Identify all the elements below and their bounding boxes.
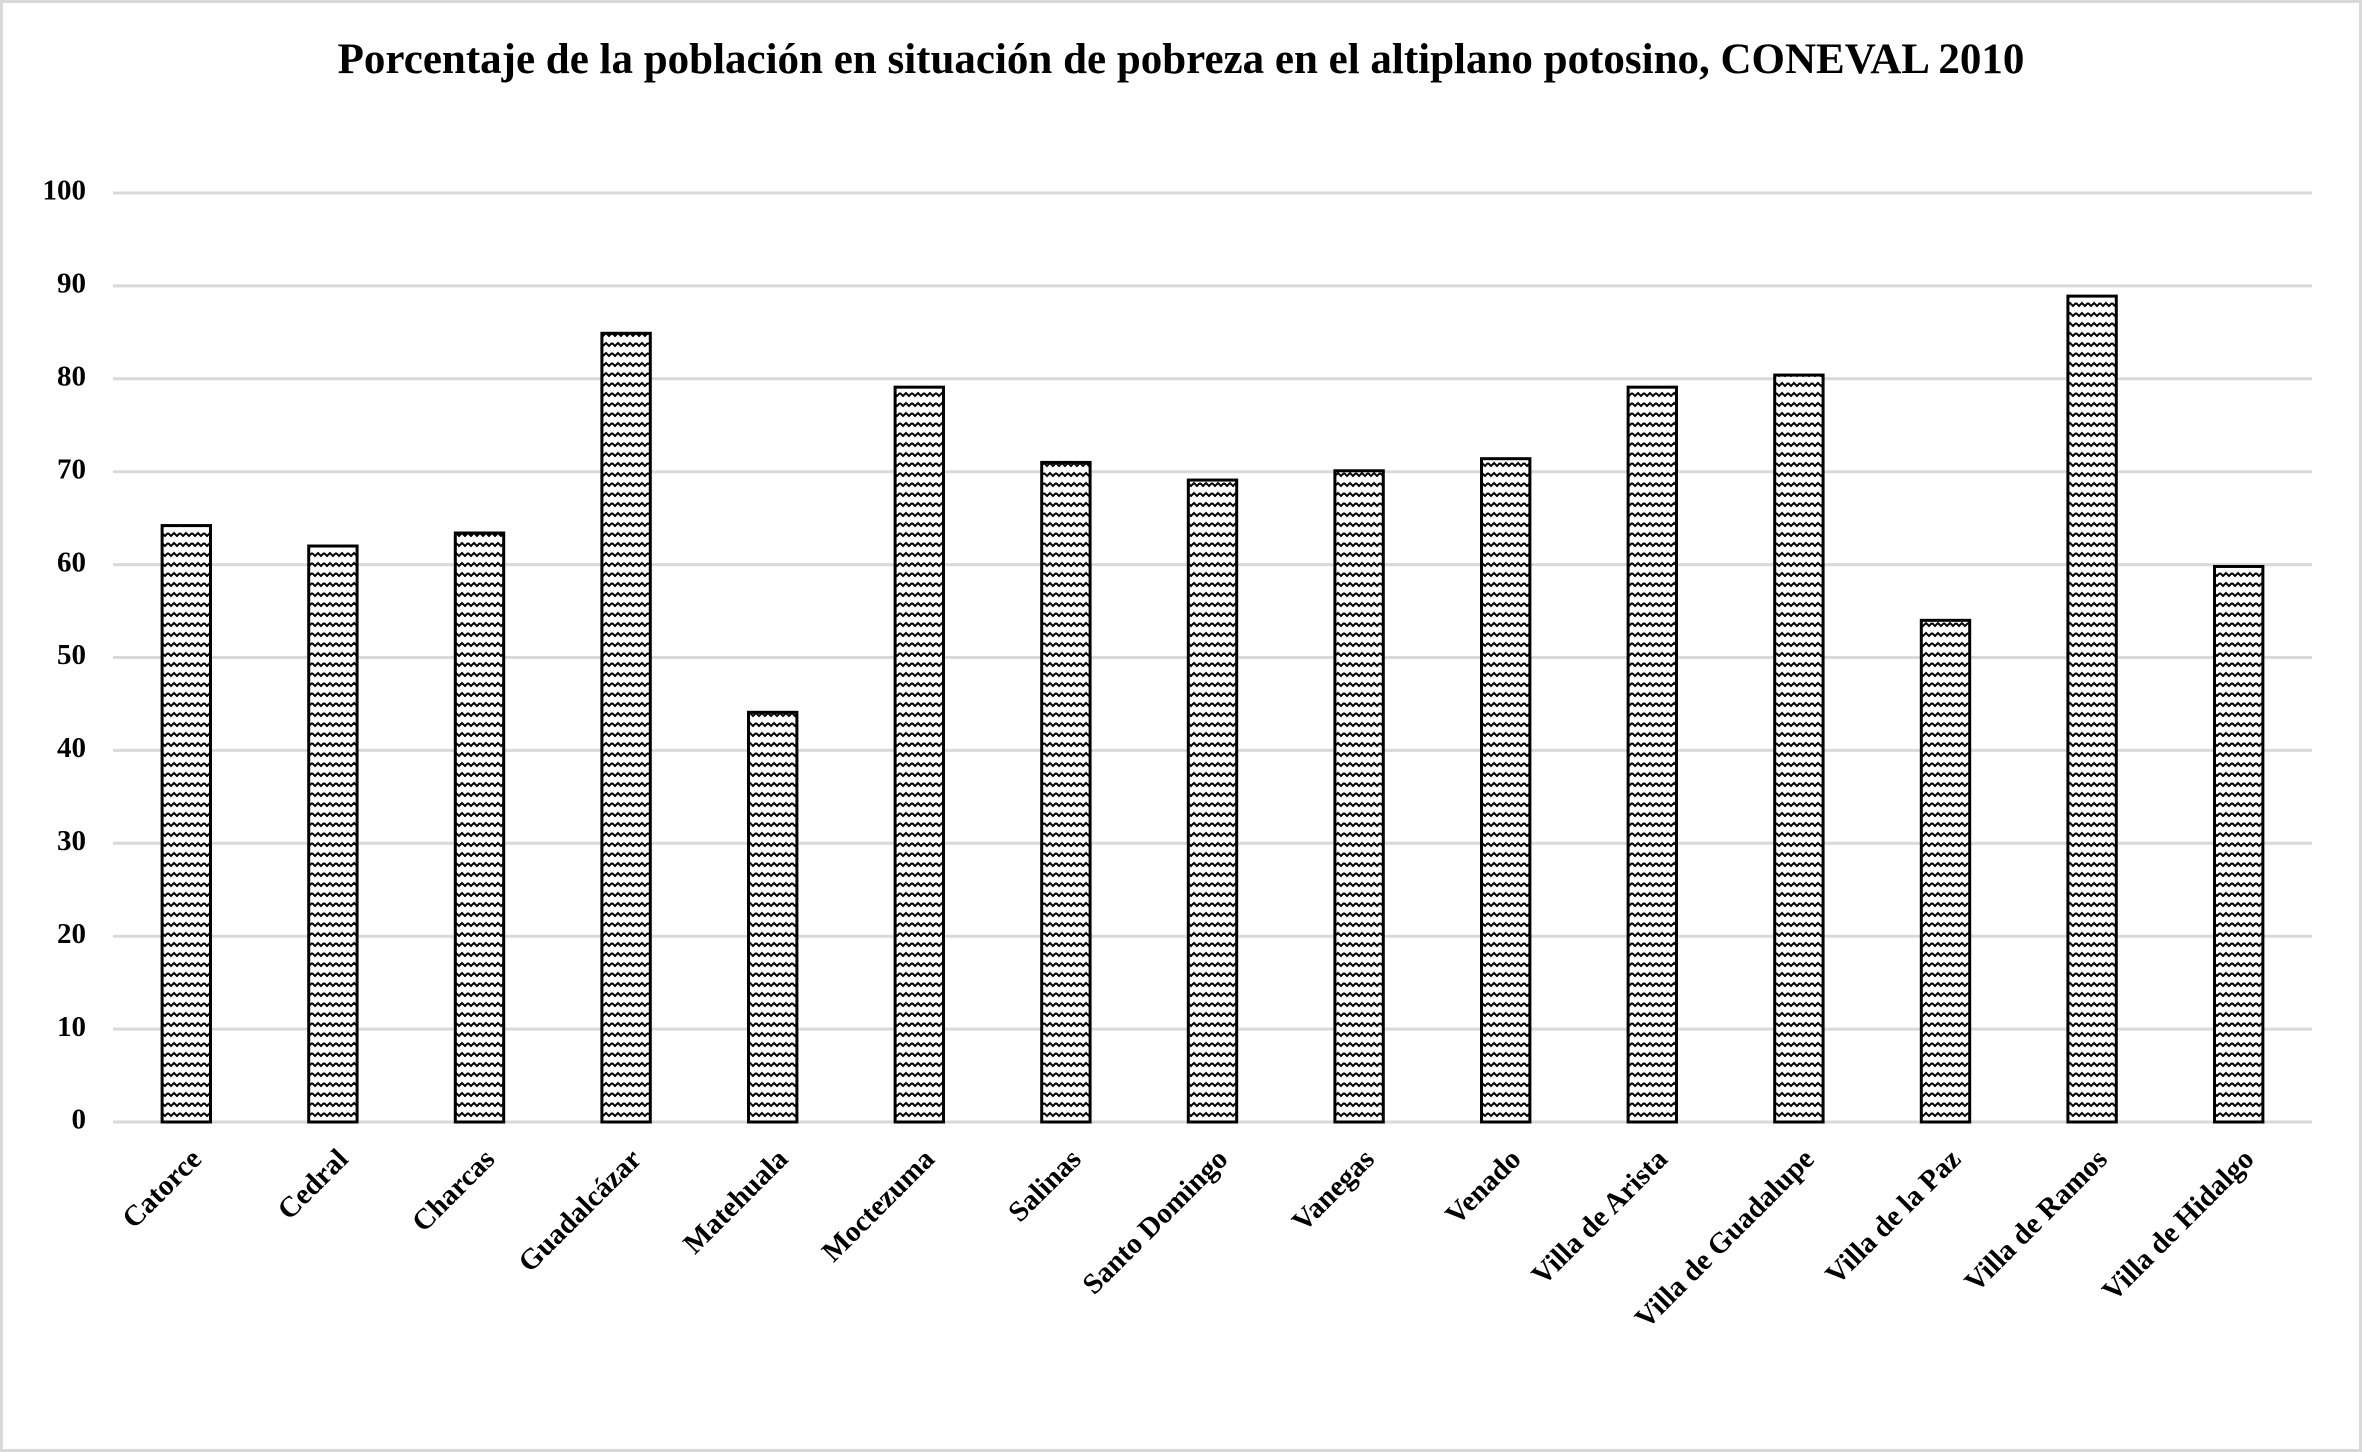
bar (747, 710, 799, 1124)
x-tick-label: Villa de Ramos (1959, 1143, 2114, 1298)
y-tick-label: 20 (57, 918, 86, 950)
bar (600, 331, 652, 1124)
x-tick-label: Santo Domingo (1077, 1143, 1235, 1301)
x-tick-label: Vanegas (1286, 1143, 1381, 1238)
x-tick-label: Villa de Arista (1526, 1143, 1675, 1292)
y-tick-label: 40 (57, 732, 86, 764)
x-tick-label: Catorce (116, 1143, 208, 1235)
bar (307, 544, 359, 1124)
bar (2066, 294, 2118, 1124)
bar (453, 531, 506, 1124)
bar (160, 524, 212, 1124)
bar (1919, 618, 1972, 1124)
bar (1480, 457, 1532, 1124)
bar (1626, 385, 1678, 1124)
x-tick-label: Matehuala (677, 1143, 795, 1261)
x-tick-label: Venado (1439, 1143, 1527, 1231)
x-tick-label: Villa de Hidalgo (2096, 1143, 2260, 1307)
y-tick-label: 90 (57, 268, 86, 300)
y-tick-label: 60 (57, 546, 86, 578)
x-tick-label: Moctezuma (816, 1143, 941, 1268)
bar (893, 385, 945, 1124)
x-tick-label: Charcas (406, 1143, 501, 1238)
x-tick-label: Cedral (272, 1143, 355, 1226)
x-tick-label: Guadalcázar (512, 1143, 647, 1278)
y-tick-label: 0 (72, 1104, 87, 1136)
bar (1040, 460, 1092, 1124)
bar (1333, 469, 1385, 1124)
y-tick-label: 70 (57, 453, 86, 485)
y-tick-label: 80 (57, 360, 86, 392)
y-tick-label: 100 (43, 175, 87, 207)
x-tick-label: Villa de la Paz (1819, 1143, 1967, 1291)
bar (2213, 564, 2265, 1124)
chart-title: Porcentaje de la población en situación … (337, 36, 2025, 83)
bar (1186, 478, 1239, 1124)
y-tick-label: 30 (57, 825, 86, 857)
bar (1773, 373, 1825, 1124)
x-tick-label: Salinas (1002, 1143, 1087, 1228)
y-tick-label: 10 (57, 1011, 86, 1043)
y-tick-label: 50 (57, 639, 86, 671)
